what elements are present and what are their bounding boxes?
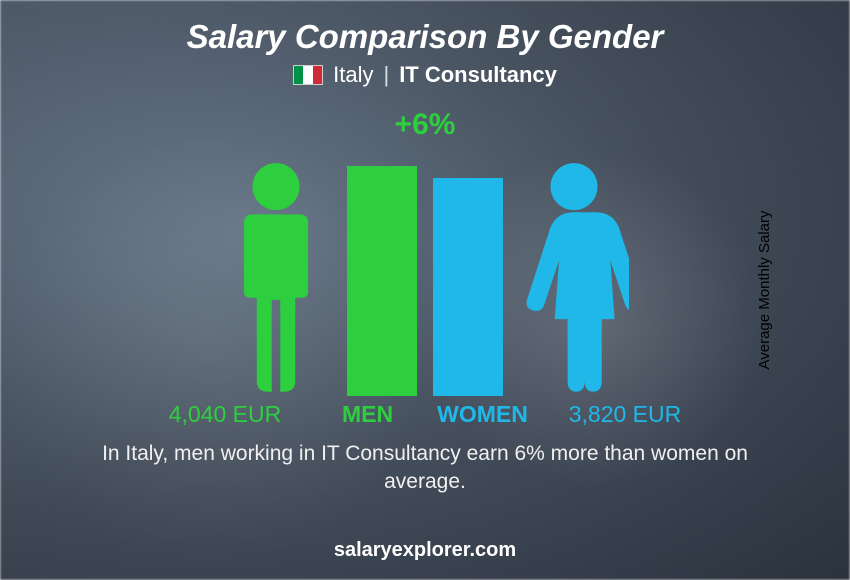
page-title: Salary Comparison By Gender — [0, 0, 850, 56]
gender-salary-chart: +6% 4,040 EUR MEN WOMEN 3,820 EUR — [0, 108, 850, 428]
y-axis-label: Average Monthly Salary — [756, 211, 773, 370]
delta-label: +6% — [395, 108, 456, 142]
flag-stripe — [294, 66, 303, 84]
italy-flag-icon — [293, 65, 323, 85]
men-tag: MEN — [320, 401, 415, 428]
subtitle-row: Italy | IT Consultancy — [0, 62, 850, 88]
field-label: IT Consultancy — [399, 62, 557, 88]
flag-stripe — [313, 66, 322, 84]
chart-labels: 4,040 EUR MEN WOMEN 3,820 EUR — [0, 401, 850, 428]
source-footer: salaryexplorer.com — [0, 539, 850, 562]
women-tag: WOMEN — [435, 401, 530, 428]
men-salary: 4,040 EUR — [150, 401, 300, 428]
separator: | — [383, 62, 389, 88]
chart-stage — [221, 161, 629, 396]
male-icon — [221, 161, 331, 396]
flag-stripe — [303, 66, 312, 84]
men-bar — [347, 166, 417, 396]
summary-text: In Italy, men working in IT Consultancy … — [60, 440, 790, 497]
country-label: Italy — [333, 62, 373, 88]
women-bar — [433, 178, 503, 396]
infographic: Salary Comparison By Gender Italy | IT C… — [0, 0, 850, 580]
women-salary: 3,820 EUR — [550, 401, 700, 428]
female-icon — [519, 161, 629, 396]
